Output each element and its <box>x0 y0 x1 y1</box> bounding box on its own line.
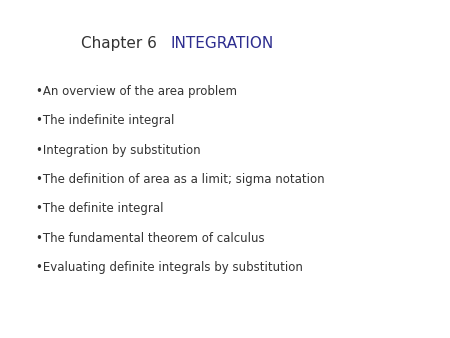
Text: Chapter 6: Chapter 6 <box>81 37 157 51</box>
Text: •The definition of area as a limit; sigma notation: •The definition of area as a limit; sigm… <box>36 173 324 186</box>
Text: •The fundamental theorem of calculus: •The fundamental theorem of calculus <box>36 232 265 245</box>
Text: •An overview of the area problem: •An overview of the area problem <box>36 85 237 98</box>
Text: •The definite integral: •The definite integral <box>36 202 163 215</box>
Text: INTEGRATION: INTEGRATION <box>171 37 274 51</box>
Text: •Evaluating definite integrals by substitution: •Evaluating definite integrals by substi… <box>36 261 303 274</box>
Text: •Integration by substitution: •Integration by substitution <box>36 144 201 156</box>
Text: •The indefinite integral: •The indefinite integral <box>36 114 175 127</box>
